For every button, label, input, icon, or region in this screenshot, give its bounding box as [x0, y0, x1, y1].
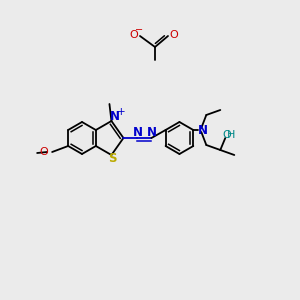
Text: O: O: [169, 30, 178, 40]
Text: O: O: [222, 130, 231, 140]
Text: N: N: [110, 110, 119, 124]
Text: N: N: [198, 124, 208, 136]
Text: S: S: [108, 152, 117, 166]
Text: O: O: [130, 30, 138, 40]
Text: −: −: [135, 25, 143, 35]
Text: N: N: [132, 127, 142, 140]
Text: N: N: [146, 127, 156, 140]
Text: O: O: [40, 147, 49, 157]
Text: H: H: [227, 130, 236, 140]
Text: +: +: [117, 107, 126, 117]
